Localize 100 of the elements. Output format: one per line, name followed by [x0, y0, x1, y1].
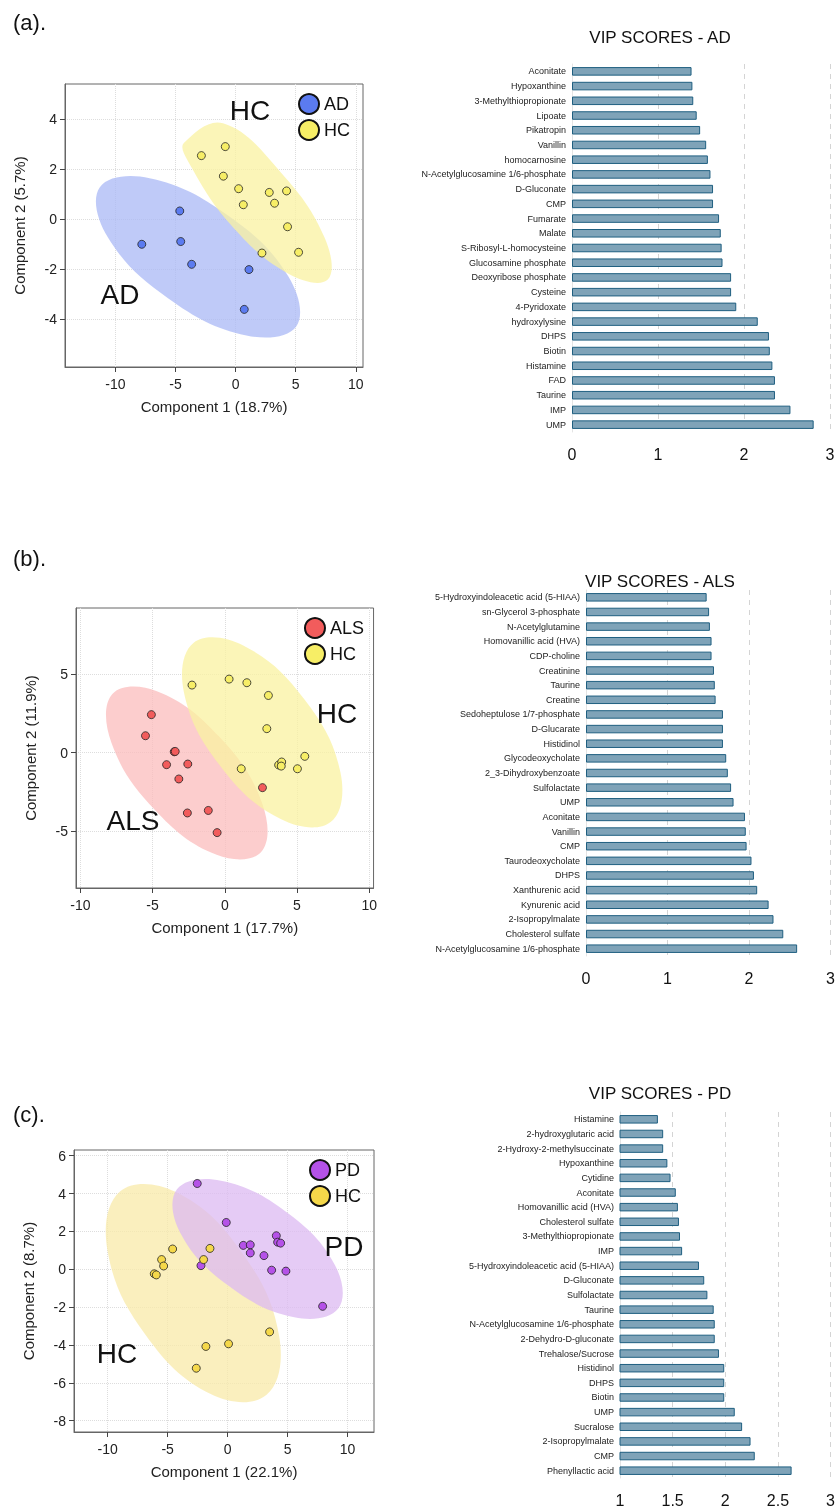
chart-title: VIP SCORES - PD — [588, 1084, 732, 1103]
y-tick-label: -6 — [53, 1374, 67, 1391]
y-tick-label: D-Gluconate — [515, 184, 566, 195]
y-tick-label: N-Acetylglutamine — [506, 621, 580, 632]
y-tick-label: 0 — [49, 211, 58, 228]
y-tick-label: Fumarate — [527, 213, 566, 224]
y-tick-label: Malate — [538, 228, 566, 239]
y-tick-label: Hypoxanthine — [558, 1158, 614, 1169]
annotation: ALS — [106, 804, 160, 836]
y-axis-title: Component 2 (5.7%) — [11, 156, 28, 295]
y-tick-label: Homovanillic acid (HVA) — [483, 636, 580, 647]
y-tick-label: Taurodeoxycholate — [504, 855, 580, 866]
annotation: HC — [316, 697, 358, 729]
x-tick-label: 0 — [231, 376, 240, 392]
y-tick-label: 2_3-Dihydroxybenzoate — [484, 768, 580, 778]
x-tick-label: 3 — [826, 1491, 836, 1508]
y-tick-label: -2 — [53, 1299, 67, 1316]
y-tick-label: Glycodeoxycholate — [503, 753, 580, 764]
y-tick-label: 2-hydroxyglutaric acid — [526, 1128, 614, 1139]
x-tick-label: -10 — [97, 1441, 118, 1457]
y-tick-label: 2 — [49, 161, 58, 178]
x-tick-label: 10 — [361, 897, 378, 913]
x-tick-label: 2 — [720, 1491, 730, 1508]
y-tick-label: N-Acetylglucosamine 1/6-phosphate — [435, 943, 580, 954]
y-tick-label: Kynurenic acid — [520, 899, 580, 910]
y-tick-label: sn-Glycerol 3-phosphate — [481, 606, 580, 617]
y-tick-label: Sulfolactate — [566, 1290, 614, 1300]
y-tick-label: Biotin — [543, 346, 566, 357]
y-tick-label: Taurine — [584, 1304, 614, 1315]
y-tick-label: D-Glucarate — [531, 724, 580, 735]
y-tick-label: -4 — [53, 1336, 67, 1353]
x-tick-label: -5 — [161, 1441, 175, 1457]
y-tick-label: Creatine — [545, 694, 580, 705]
y-tick-label: 0 — [58, 1261, 67, 1278]
y-tick-label: 5 — [60, 666, 69, 683]
x-axis-title: Component 1 (22.1%) — [150, 1463, 298, 1480]
y-tick-label: Histidinol — [543, 738, 580, 749]
y-tick-label: N-Acetylglucosamine 1/6-phosphate — [469, 1319, 614, 1330]
y-tick-label: 4 — [49, 111, 58, 128]
y-tick-label: 4-Pyridoxate — [515, 301, 566, 312]
y-tick-label: 3-Methylthiopropionate — [474, 95, 566, 106]
legend-label: AD — [324, 94, 350, 114]
y-tick-label: Taurine — [550, 680, 580, 691]
legend-label: ALS — [329, 618, 365, 638]
y-tick-label: Glucosamine phosphate — [468, 257, 566, 268]
y-tick-label: UMP — [594, 1407, 614, 1418]
y-tick-label: Histamine — [525, 360, 566, 371]
chart-title: VIP SCORES - AD — [589, 28, 731, 47]
y-tick-label: CMP — [546, 198, 566, 209]
y-tick-label: 5-Hydroxyindoleacetic acid (5-HIAA) — [434, 592, 580, 603]
chart-title: (c). — [13, 1101, 45, 1127]
y-tick-label: DHPS — [588, 1377, 614, 1388]
y-tick-label: Pikatropin — [525, 125, 566, 136]
y-tick-label: Lipoate — [536, 110, 566, 121]
y-tick-label: Vanillin — [537, 139, 566, 150]
y-tick-label: Histamine — [573, 1114, 614, 1125]
x-tick-label: -10 — [70, 897, 91, 913]
y-tick-label: 5-Hydroxyindoleacetic acid (5-HIAA) — [468, 1260, 614, 1271]
annotation: AD — [100, 278, 140, 310]
y-tick-label: Biotin — [591, 1392, 614, 1403]
x-tick-label: 1 — [663, 969, 673, 987]
y-tick-label: Aconitate — [528, 66, 566, 77]
legend-label: PD — [335, 1160, 361, 1180]
y-axis-title: Component 2 (8.7%) — [20, 1221, 37, 1361]
y-tick-label: IMP — [549, 404, 566, 415]
x-tick-label: 0 — [220, 897, 229, 913]
y-tick-label: Trehalose/Sucrose — [538, 1348, 614, 1359]
y-tick-label: homocarnosine — [504, 154, 566, 165]
y-tick-label: DHPS — [540, 331, 566, 342]
y-tick-label: IMP — [597, 1246, 614, 1257]
x-tick-label: 2 — [739, 445, 749, 463]
y-tick-label: UMP — [546, 419, 566, 430]
y-tick-label: Sucralose — [573, 1421, 614, 1432]
y-tick-label: Sulfolactate — [532, 782, 580, 793]
y-tick-label: Cysteine — [530, 287, 566, 298]
legend-label: HC — [335, 1186, 361, 1206]
y-tick-label: -5 — [55, 823, 69, 840]
x-tick-label: 2 — [744, 969, 754, 987]
x-tick-label: 1 — [615, 1491, 625, 1508]
y-tick-label: FAD — [548, 375, 567, 386]
y-tick-label: Xanthurenic acid — [512, 885, 580, 896]
x-tick-label: 5 — [291, 376, 300, 392]
x-tick-label: -5 — [169, 376, 182, 392]
y-tick-label: 6 — [58, 1147, 67, 1164]
y-tick-label: Histidinol — [577, 1363, 614, 1374]
y-tick-label: UMP — [560, 797, 580, 808]
annotation: PD — [324, 1230, 364, 1262]
chart-title: (b). — [13, 545, 46, 571]
x-tick-label: 1 — [653, 445, 663, 463]
y-tick-label: DHPS — [554, 870, 580, 881]
y-tick-label: 3-Methylthiopropionate — [522, 1231, 614, 1242]
y-tick-label: 2-Isopropylmalate — [508, 914, 580, 925]
y-tick-label: -4 — [44, 311, 58, 328]
annotation: HC — [96, 1337, 138, 1369]
y-tick-label: Vanillin — [551, 826, 580, 837]
x-axis-title: Component 1 (17.7%) — [151, 919, 299, 936]
y-tick-label: N-Acetylglucosamine 1/6-phosphate — [421, 169, 566, 180]
annotation: HC — [229, 94, 271, 126]
y-tick-label: Taurine — [536, 390, 566, 401]
y-tick-label: -2 — [44, 261, 58, 278]
